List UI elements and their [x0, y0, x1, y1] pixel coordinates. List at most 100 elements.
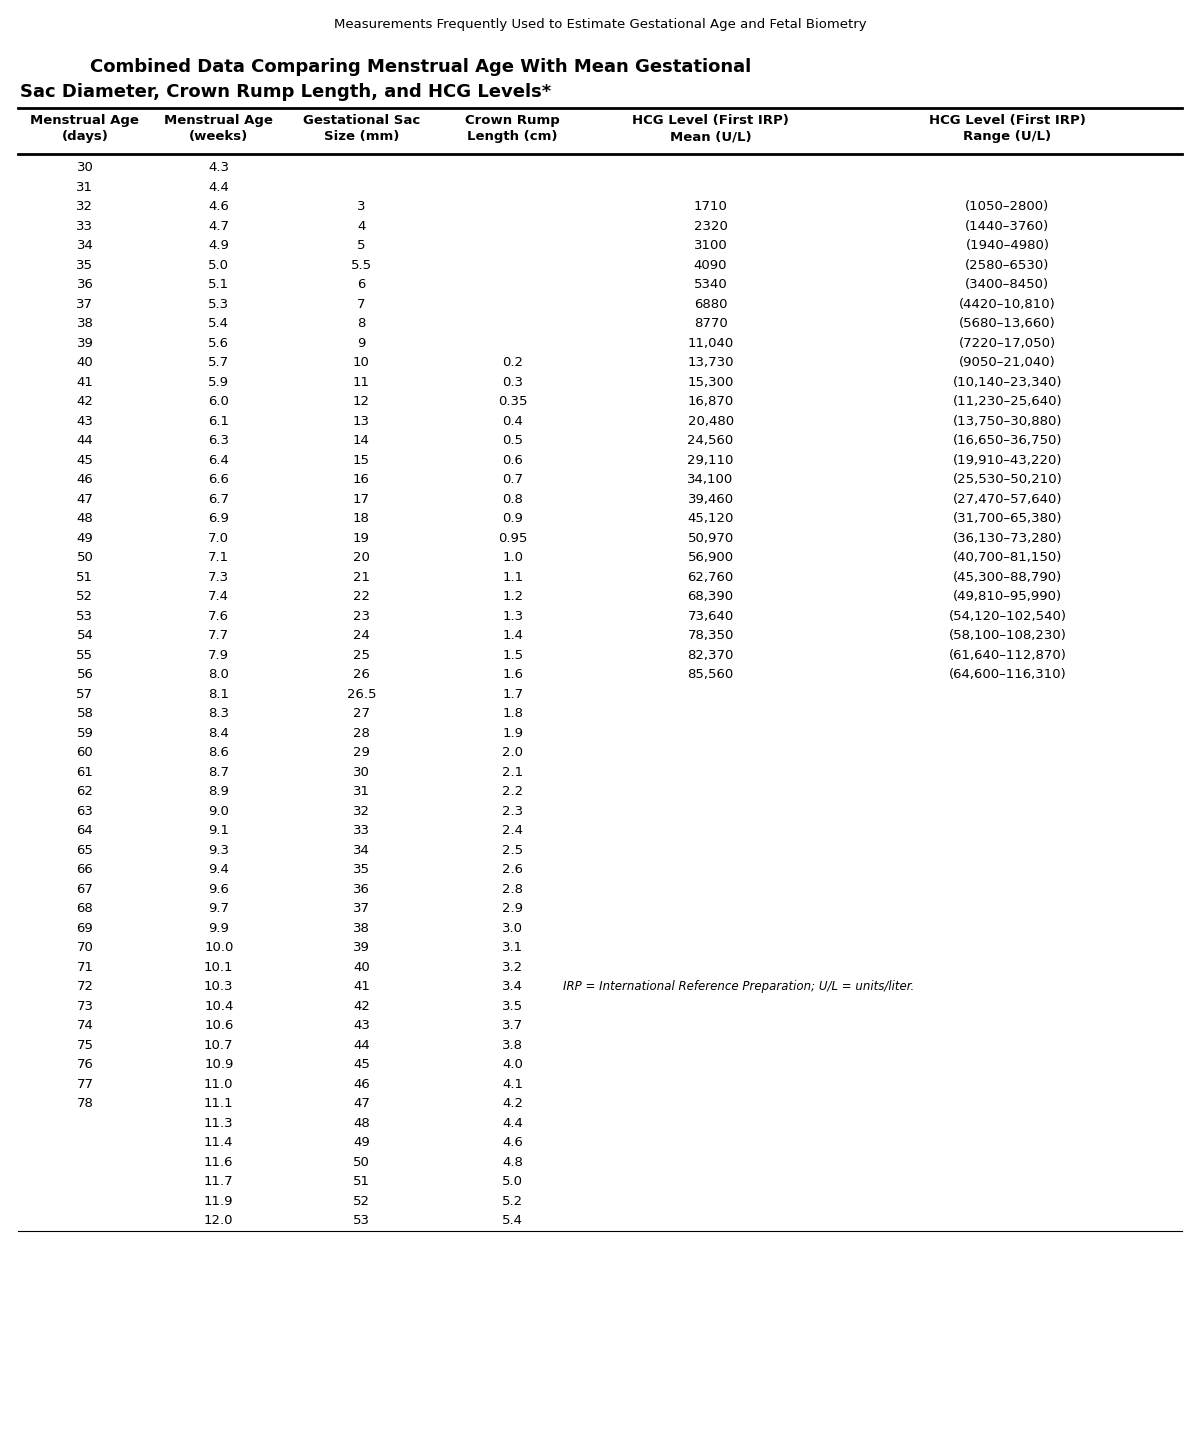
Text: 8770: 8770	[694, 318, 727, 331]
Text: 2.6: 2.6	[503, 863, 523, 876]
Text: 54: 54	[77, 629, 94, 642]
Text: 7.6: 7.6	[209, 610, 229, 623]
Text: 11.6: 11.6	[204, 1156, 234, 1169]
Text: 73,640: 73,640	[688, 610, 733, 623]
Text: 4.6: 4.6	[209, 200, 229, 213]
Text: 40: 40	[77, 357, 94, 369]
Text: 2.8: 2.8	[503, 882, 523, 896]
Text: 1.0: 1.0	[503, 551, 523, 564]
Text: 4.7: 4.7	[209, 219, 229, 233]
Text: 4.1: 4.1	[503, 1078, 523, 1091]
Text: 8.1: 8.1	[209, 687, 229, 700]
Text: 16,870: 16,870	[688, 395, 733, 408]
Text: 5.2: 5.2	[502, 1194, 523, 1207]
Text: 75: 75	[77, 1038, 94, 1051]
Text: 15: 15	[353, 454, 370, 467]
Text: 2320: 2320	[694, 219, 727, 233]
Text: 4: 4	[358, 219, 366, 233]
Text: 1710: 1710	[694, 200, 727, 213]
Text: 33: 33	[353, 825, 370, 838]
Text: 46: 46	[77, 473, 94, 487]
Text: 6.0: 6.0	[209, 395, 229, 408]
Text: HCG Level (First IRP): HCG Level (First IRP)	[632, 115, 790, 127]
Text: 39,460: 39,460	[688, 493, 733, 505]
Text: 3.8: 3.8	[503, 1038, 523, 1051]
Text: 11.4: 11.4	[204, 1136, 234, 1150]
Text: 5.1: 5.1	[209, 278, 229, 291]
Text: 2.9: 2.9	[503, 902, 523, 915]
Text: 6.1: 6.1	[209, 415, 229, 428]
Text: 20,480: 20,480	[688, 415, 733, 428]
Text: 4.3: 4.3	[209, 162, 229, 175]
Text: 31: 31	[353, 785, 370, 798]
Text: (9050–21,040): (9050–21,040)	[959, 357, 1056, 369]
Text: 68,390: 68,390	[688, 590, 733, 603]
Text: 18: 18	[353, 513, 370, 526]
Text: 39: 39	[77, 337, 94, 349]
Text: (weeks): (weeks)	[190, 130, 248, 143]
Text: 26: 26	[353, 669, 370, 682]
Text: 48: 48	[77, 513, 94, 526]
Text: 70: 70	[77, 941, 94, 954]
Text: 38: 38	[353, 922, 370, 935]
Text: 43: 43	[77, 415, 94, 428]
Text: 8.4: 8.4	[209, 727, 229, 740]
Text: (5680–13,660): (5680–13,660)	[959, 318, 1056, 331]
Text: 1.2: 1.2	[502, 590, 523, 603]
Text: 6.3: 6.3	[209, 434, 229, 447]
Text: 51: 51	[77, 571, 94, 584]
Text: Size (mm): Size (mm)	[324, 130, 400, 143]
Text: 2.2: 2.2	[502, 785, 523, 798]
Text: 1.7: 1.7	[502, 687, 523, 700]
Text: 0.7: 0.7	[503, 473, 523, 487]
Text: Combined Data Comparing Menstrual Age With Mean Gestational: Combined Data Comparing Menstrual Age Wi…	[90, 59, 751, 76]
Text: 4.8: 4.8	[503, 1156, 523, 1169]
Text: 3.5: 3.5	[502, 1000, 523, 1012]
Text: 67: 67	[77, 882, 94, 896]
Text: 2.3: 2.3	[502, 805, 523, 818]
Text: 6.4: 6.4	[209, 454, 229, 467]
Text: 35: 35	[353, 863, 370, 876]
Text: 47: 47	[77, 493, 94, 505]
Text: 51: 51	[353, 1176, 370, 1189]
Text: 56: 56	[77, 669, 94, 682]
Text: 59: 59	[77, 727, 94, 740]
Text: 26.5: 26.5	[347, 687, 376, 700]
Text: Menstrual Age: Menstrual Age	[30, 115, 139, 127]
Text: 11.1: 11.1	[204, 1097, 234, 1110]
Text: 47: 47	[353, 1097, 370, 1110]
Text: 7.7: 7.7	[209, 629, 229, 642]
Text: 32: 32	[77, 200, 94, 213]
Text: 8.0: 8.0	[209, 669, 229, 682]
Text: 8.7: 8.7	[209, 766, 229, 779]
Text: 62: 62	[77, 785, 94, 798]
Text: 11.7: 11.7	[204, 1176, 234, 1189]
Text: 0.5: 0.5	[503, 434, 523, 447]
Text: 41: 41	[353, 981, 370, 994]
Text: (days): (days)	[61, 130, 108, 143]
Text: 42: 42	[77, 395, 94, 408]
Text: 1.9: 1.9	[503, 727, 523, 740]
Text: 65: 65	[77, 843, 94, 856]
Text: 41: 41	[77, 375, 94, 388]
Text: 0.8: 0.8	[503, 493, 523, 505]
Text: 16: 16	[353, 473, 370, 487]
Text: 36: 36	[353, 882, 370, 896]
Text: IRP = International Reference Preparation; U/L = units/liter.: IRP = International Reference Preparatio…	[563, 981, 914, 994]
Text: 57: 57	[77, 687, 94, 700]
Text: 4.4: 4.4	[209, 180, 229, 193]
Text: 5.0: 5.0	[503, 1176, 523, 1189]
Text: (2580–6530): (2580–6530)	[965, 259, 1050, 272]
Text: 44: 44	[77, 434, 94, 447]
Text: 9.9: 9.9	[209, 922, 229, 935]
Text: 45: 45	[353, 1058, 370, 1071]
Text: 5.0: 5.0	[209, 259, 229, 272]
Text: (27,470–57,640): (27,470–57,640)	[953, 493, 1062, 505]
Text: 4.0: 4.0	[503, 1058, 523, 1071]
Text: 13,730: 13,730	[688, 357, 734, 369]
Text: 15,300: 15,300	[688, 375, 733, 388]
Text: (45,300–88,790): (45,300–88,790)	[953, 571, 1062, 584]
Text: 27: 27	[353, 707, 370, 720]
Text: 69: 69	[77, 922, 94, 935]
Text: 11,040: 11,040	[688, 337, 733, 349]
